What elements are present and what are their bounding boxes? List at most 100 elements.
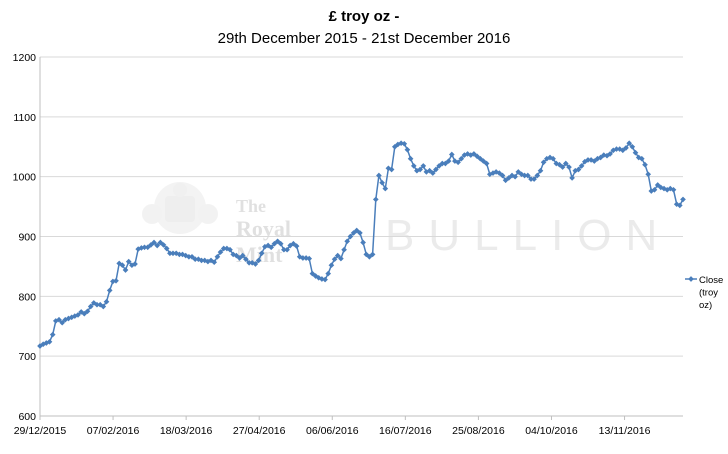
series-close bbox=[37, 140, 686, 349]
data-point bbox=[417, 166, 423, 173]
data-point bbox=[325, 270, 332, 277]
data-point bbox=[100, 303, 107, 310]
data-point bbox=[521, 172, 528, 179]
y-tick-label: 1200 bbox=[13, 52, 37, 64]
legend-label: oz) bbox=[699, 300, 712, 311]
data-point bbox=[176, 251, 183, 258]
crest-icon bbox=[142, 182, 218, 234]
data-point bbox=[186, 253, 192, 260]
watermark-bullion: BULLION bbox=[385, 211, 671, 260]
data-point bbox=[404, 146, 411, 153]
x-axis: 29/12/2015 07/02/2016 18/03/2016 27/04/2016… bbox=[14, 415, 683, 437]
data-point bbox=[277, 240, 284, 247]
x-tick-label: 16/07/2016 bbox=[379, 425, 432, 437]
data-point bbox=[246, 259, 252, 266]
data-point bbox=[268, 244, 275, 251]
y-tick-label: 800 bbox=[18, 291, 36, 303]
data-point bbox=[420, 163, 427, 169]
x-tick-label: 18/03/2016 bbox=[160, 425, 213, 437]
data-point bbox=[360, 239, 366, 246]
legend-marker bbox=[688, 276, 694, 282]
legend-label: Close bbox=[699, 275, 723, 286]
data-point bbox=[455, 159, 461, 166]
data-point bbox=[132, 261, 138, 267]
data-point bbox=[458, 155, 465, 162]
data-point bbox=[357, 230, 363, 236]
y-tick-label: 1100 bbox=[13, 112, 36, 124]
data-point bbox=[125, 258, 132, 265]
data-point bbox=[214, 253, 221, 260]
y-axis: 600 700 800 900 1000 1100 1200 bbox=[13, 52, 41, 423]
y-tick-label: 600 bbox=[18, 411, 36, 423]
data-point bbox=[331, 256, 338, 263]
data-point bbox=[252, 261, 259, 267]
data-point bbox=[499, 172, 506, 179]
data-point bbox=[439, 160, 446, 167]
data-point bbox=[369, 251, 376, 258]
data-point bbox=[483, 160, 490, 167]
data-point bbox=[243, 256, 249, 263]
data-point bbox=[239, 252, 246, 259]
y-tick-label: 900 bbox=[18, 232, 36, 244]
data-point bbox=[607, 151, 613, 157]
data-point bbox=[94, 301, 100, 308]
data-point bbox=[87, 303, 94, 310]
legend-label: (troy bbox=[699, 288, 718, 299]
data-point bbox=[75, 312, 81, 318]
data-point bbox=[49, 331, 56, 338]
x-tick-label: 06/06/2016 bbox=[306, 425, 359, 437]
data-point bbox=[141, 244, 148, 251]
data-point bbox=[281, 246, 287, 253]
data-point bbox=[410, 163, 417, 169]
x-tick-label: 25/08/2016 bbox=[452, 425, 505, 437]
data-point bbox=[227, 246, 233, 253]
data-point bbox=[154, 242, 161, 249]
y-tick-label: 1000 bbox=[13, 172, 37, 184]
data-point bbox=[559, 164, 566, 170]
data-point bbox=[613, 146, 620, 152]
data-point bbox=[578, 163, 585, 169]
data-point bbox=[433, 166, 439, 173]
data-point bbox=[575, 166, 582, 173]
data-point bbox=[562, 160, 569, 167]
data-point bbox=[284, 246, 290, 253]
data-point bbox=[306, 255, 313, 262]
data-point bbox=[629, 143, 636, 150]
data-point bbox=[151, 239, 157, 246]
data-point bbox=[642, 161, 648, 168]
data-point bbox=[651, 186, 658, 193]
data-point bbox=[407, 155, 414, 162]
data-point bbox=[217, 249, 224, 255]
data-point bbox=[566, 164, 572, 170]
data-point bbox=[448, 151, 455, 158]
data-point bbox=[534, 172, 541, 179]
data-point bbox=[401, 140, 408, 147]
data-point bbox=[550, 155, 556, 162]
data-point bbox=[328, 262, 335, 269]
data-point bbox=[445, 158, 452, 164]
data-point bbox=[512, 173, 518, 180]
data-point bbox=[341, 246, 347, 253]
data-point bbox=[334, 252, 341, 259]
data-point bbox=[524, 172, 531, 179]
data-point bbox=[293, 243, 300, 249]
data-point bbox=[388, 166, 395, 173]
data-point bbox=[106, 287, 113, 294]
x-tick-label: 07/02/2016 bbox=[87, 425, 140, 437]
data-point bbox=[220, 245, 227, 252]
data-point bbox=[300, 255, 306, 261]
data-point bbox=[192, 256, 199, 263]
data-point bbox=[569, 175, 575, 181]
chart-subtitle: 29th December 2015 - 21st December 2016 bbox=[217, 30, 511, 47]
data-point bbox=[626, 140, 633, 147]
data-point bbox=[585, 157, 591, 163]
data-point bbox=[163, 245, 170, 252]
data-point bbox=[382, 185, 389, 192]
y-tick-label: 700 bbox=[18, 351, 36, 363]
data-point bbox=[119, 262, 126, 269]
data-point bbox=[632, 149, 639, 156]
data-point bbox=[531, 176, 537, 182]
x-tick-label: 13/11/2016 bbox=[599, 425, 651, 437]
data-point bbox=[379, 179, 385, 186]
chart-title: £ troy oz - bbox=[328, 8, 400, 25]
